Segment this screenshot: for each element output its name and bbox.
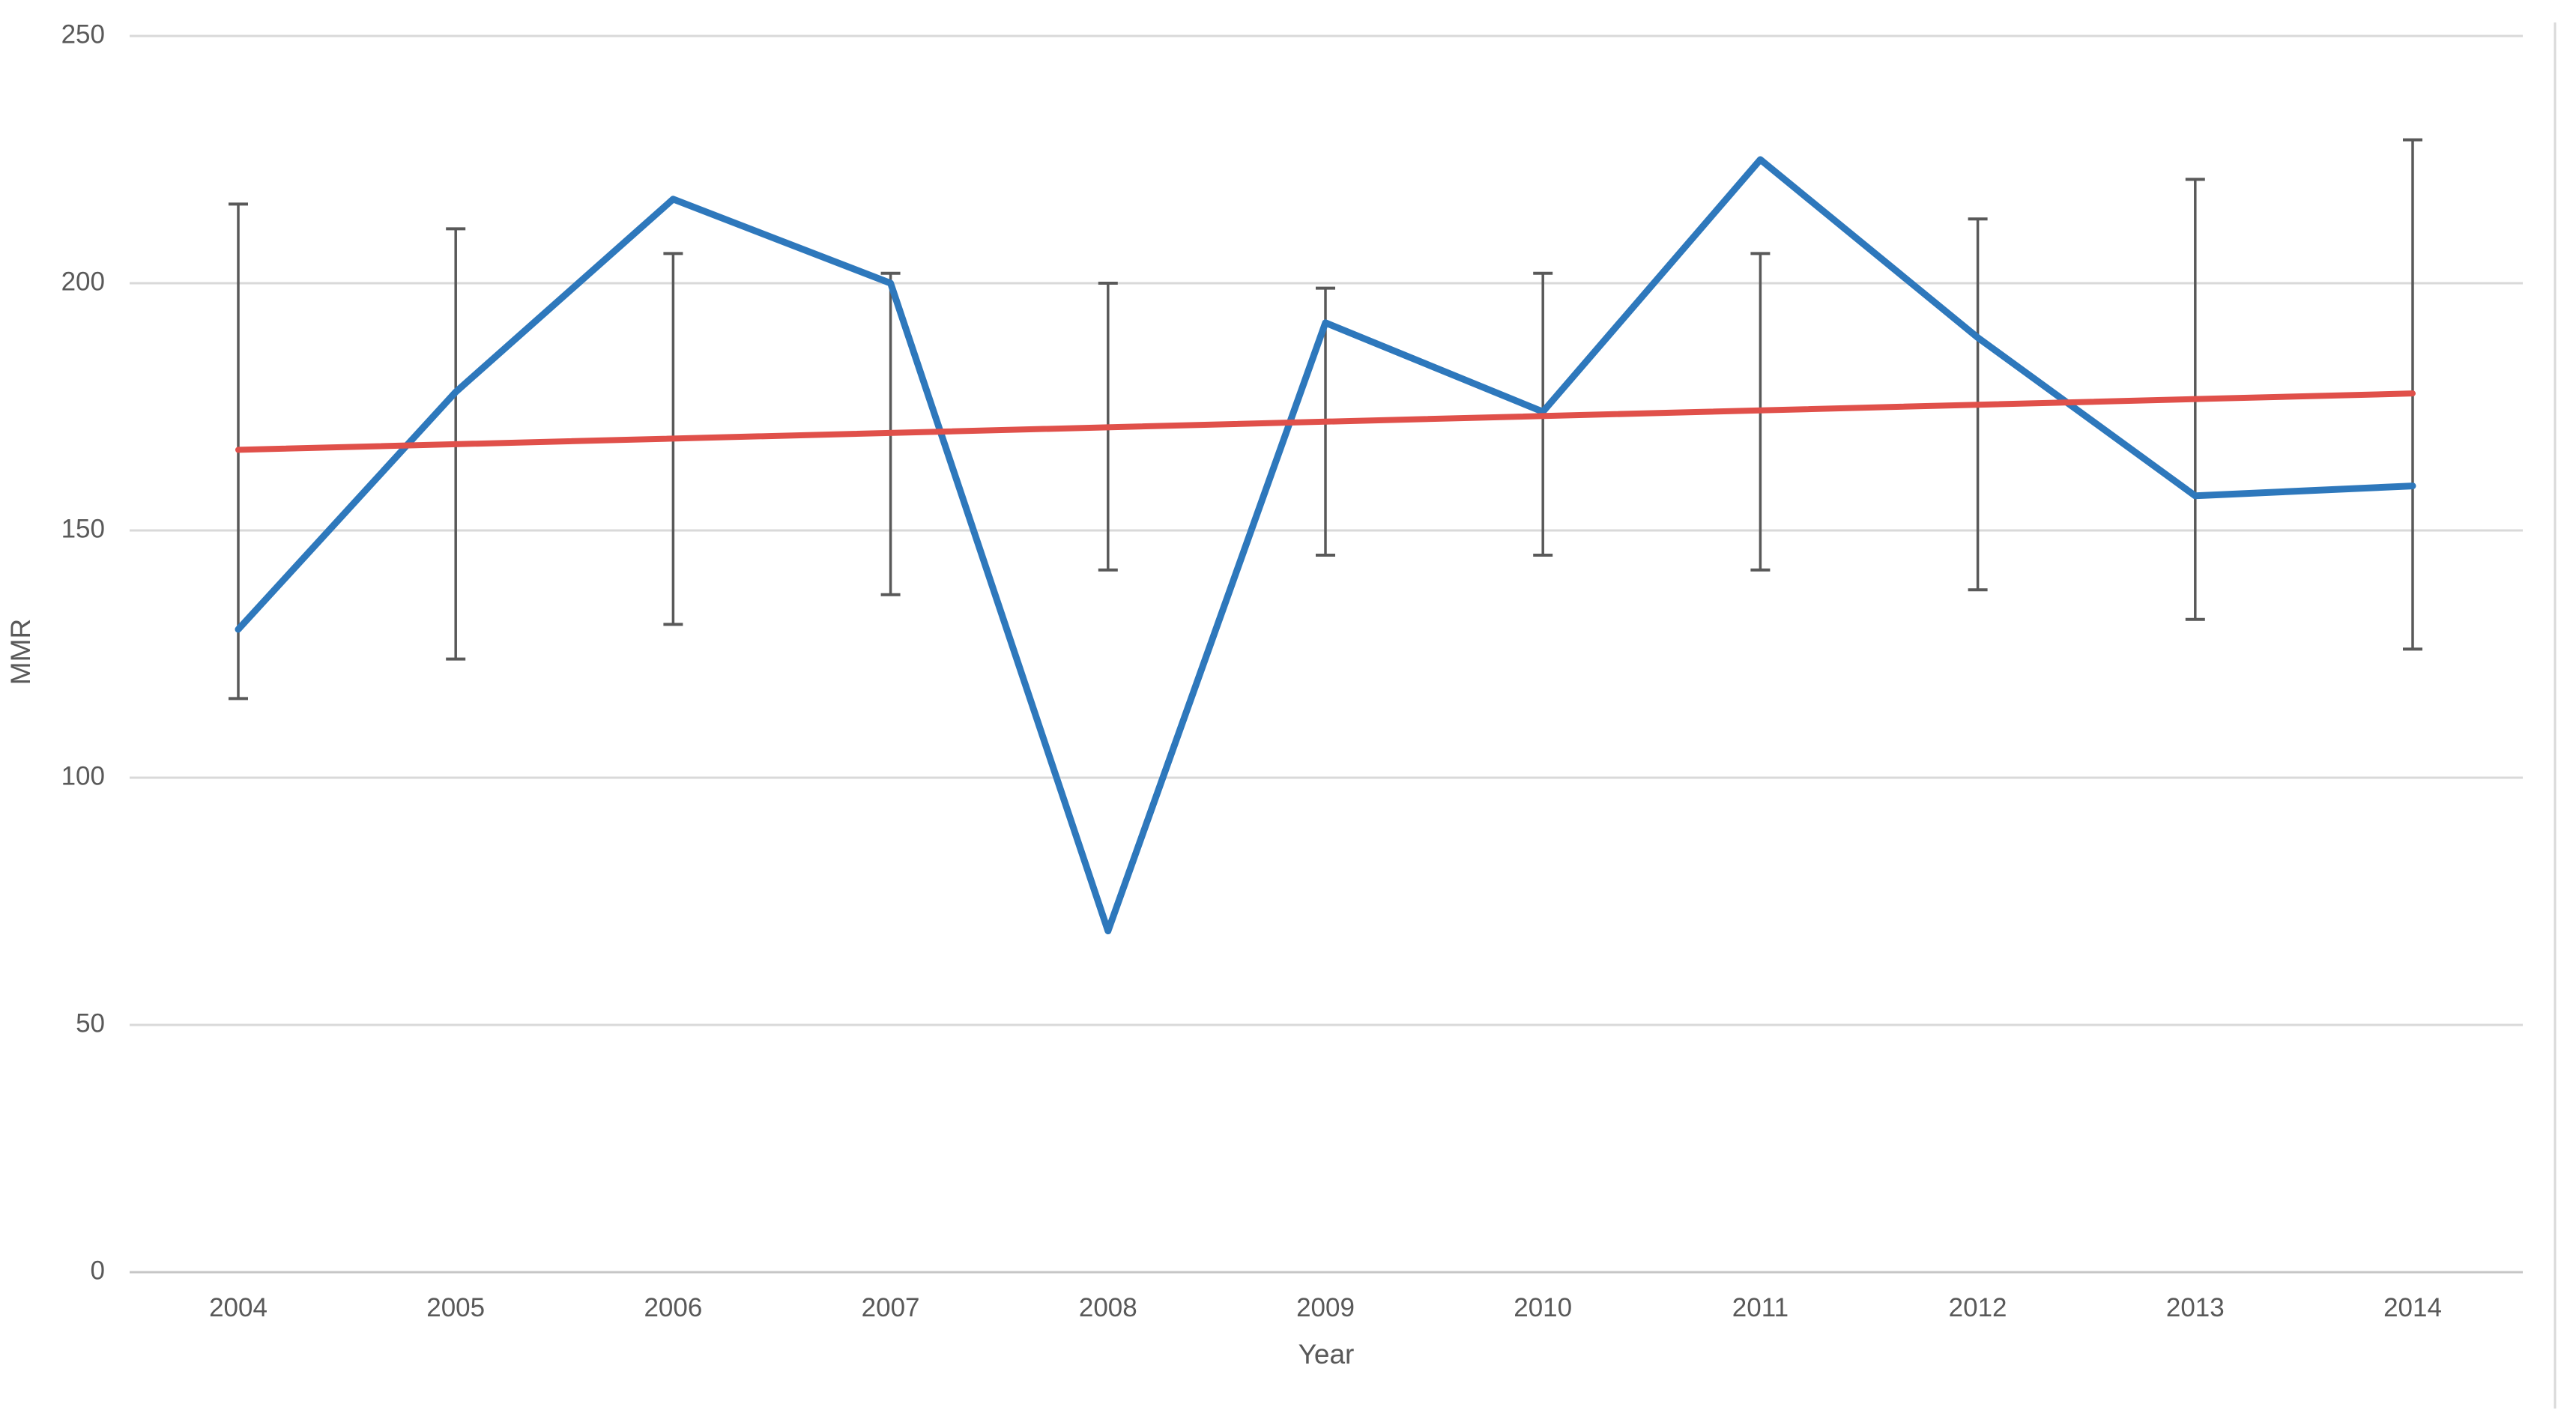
x-tick-label-2004: 2004 bbox=[209, 1293, 267, 1322]
x-tick-label-2007: 2007 bbox=[862, 1293, 920, 1322]
x-tick-label-2011: 2011 bbox=[1732, 1293, 1789, 1322]
x-axis-tick-labels: 2004 2005 2006 2007 2008 2009 2010 2011 2012 2013… bbox=[209, 1293, 2442, 1322]
y-tick-label-150: 150 bbox=[61, 514, 105, 543]
gridlines bbox=[130, 34, 2523, 1274]
x-tick-label-2012: 2012 bbox=[1949, 1293, 2007, 1322]
x-tick-label-2009: 2009 bbox=[1296, 1293, 1355, 1322]
y-tick-label-0: 0 bbox=[91, 1256, 105, 1285]
x-tick-label-2005: 2005 bbox=[426, 1293, 485, 1322]
y-tick-label-100: 100 bbox=[61, 761, 105, 790]
y-tick-label-250: 250 bbox=[61, 19, 105, 49]
y-axis-title: MMR bbox=[5, 619, 36, 685]
x-tick-label-2010: 2010 bbox=[1514, 1293, 1572, 1322]
x-tick-label-2006: 2006 bbox=[644, 1293, 702, 1322]
trend-line bbox=[235, 390, 2416, 453]
y-tick-label-200: 200 bbox=[61, 267, 105, 296]
y-tick-label-50: 50 bbox=[76, 1008, 105, 1038]
x-axis-title: Year bbox=[1298, 1339, 1355, 1370]
series-lines bbox=[235, 156, 2416, 935]
x-tick-label-2013: 2013 bbox=[2166, 1293, 2225, 1322]
x-tick-label-2008: 2008 bbox=[1079, 1293, 1137, 1322]
mmr-series-line bbox=[235, 156, 2416, 935]
x-tick-label-2014: 2014 bbox=[2383, 1293, 2442, 1322]
y-axis-tick-labels: 0 50 100 150 200 250 bbox=[61, 19, 105, 1285]
